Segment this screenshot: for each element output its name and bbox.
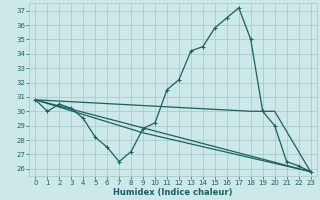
X-axis label: Humidex (Indice chaleur): Humidex (Indice chaleur) [113,188,233,197]
